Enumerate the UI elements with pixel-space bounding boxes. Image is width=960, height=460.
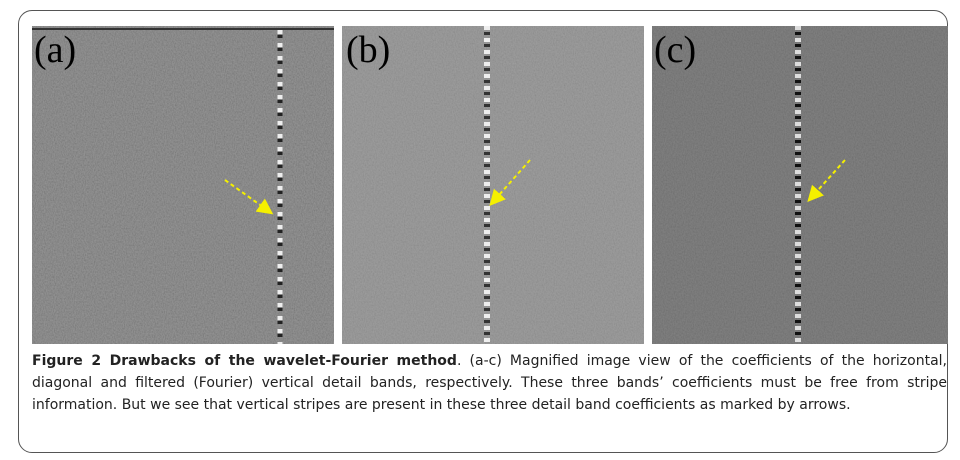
panel-noise [32,26,334,344]
caption-title: Figure 2 Drawbacks of the wavelet-Fourie… [32,353,457,369]
panel-b: (b) [342,26,644,344]
panel-label: (c) [654,29,696,71]
panel-noise [342,26,644,344]
page: (a) (b) (c) Figure 2 Drawbacks of the wa… [0,0,960,460]
panel-label: (a) [34,29,76,71]
figure-panels: (a) (b) (c) [0,0,960,350]
panel-c: (c) [652,26,948,344]
panel-a: (a) [32,26,334,344]
panel-label: (b) [346,29,390,71]
figure-caption: Figure 2 Drawbacks of the wavelet-Fourie… [32,350,947,416]
